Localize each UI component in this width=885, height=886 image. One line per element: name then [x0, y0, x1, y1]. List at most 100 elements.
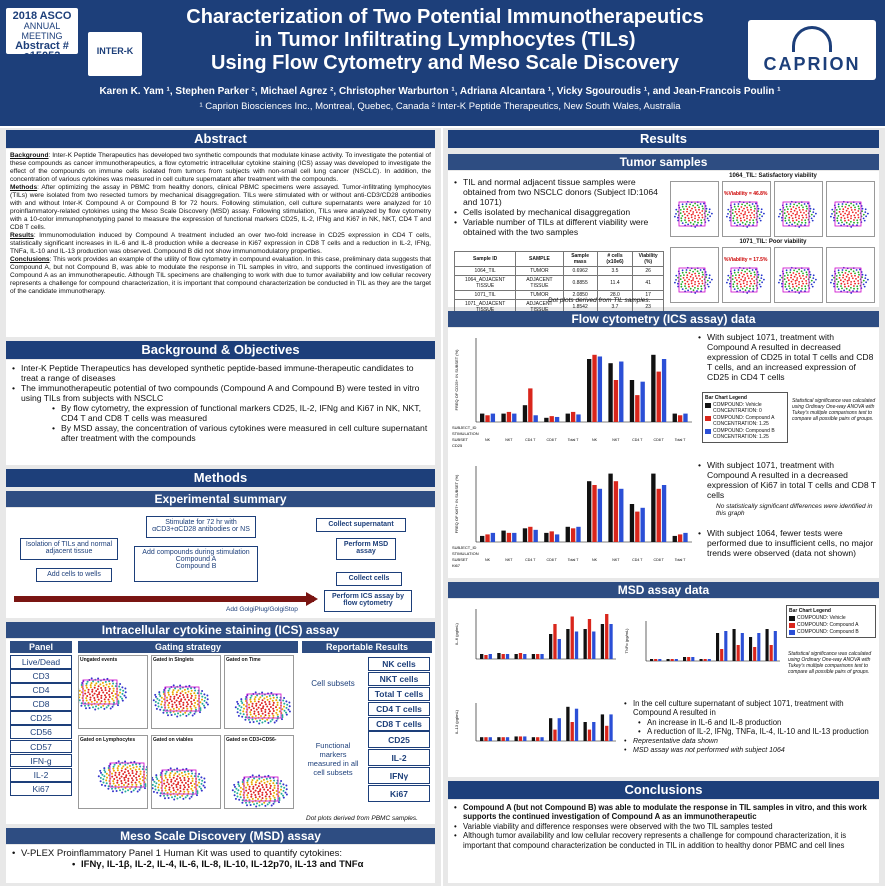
gating-dot [242, 710, 245, 713]
marker-panel-item: IL-2 [10, 767, 72, 782]
gating-dot [265, 786, 268, 789]
gating-dot [117, 704, 119, 707]
gating-dot [184, 773, 187, 776]
viability-dot [799, 211, 802, 214]
viability-dot [804, 224, 806, 226]
viability-dot [687, 283, 690, 286]
bar [654, 659, 658, 661]
gating-dot [107, 704, 110, 707]
gating-dot [175, 699, 178, 702]
gating-strategy-heading: Gating strategy [78, 641, 298, 653]
viability-dot [694, 202, 696, 205]
viability-dot [848, 289, 851, 292]
viability-dot [854, 272, 856, 275]
viability-dot [845, 209, 848, 212]
gating-dot [201, 690, 204, 692]
bar [703, 659, 707, 661]
viability-dot [798, 281, 800, 283]
bar [600, 714, 605, 741]
viability-dot [677, 216, 679, 219]
gating-dot [157, 789, 160, 792]
viability-dot [744, 211, 747, 213]
gating-dot [246, 794, 249, 797]
bar [658, 659, 662, 661]
gating-dot [264, 795, 267, 798]
viability-dot [692, 279, 694, 281]
viability-dot [805, 216, 808, 219]
conclusion-bullet-2: Variable viability and difference respon… [454, 822, 873, 832]
viability-dot [747, 277, 750, 280]
satisfactory-viability-label: 1064_TIL: Satisfactory viability [729, 173, 817, 179]
viability-dot [789, 287, 791, 290]
viability-dot [787, 279, 790, 282]
viability-dot [738, 276, 740, 279]
viability-dot [681, 205, 684, 208]
bar [587, 729, 592, 741]
gating-dot [256, 694, 259, 697]
gating-dot [119, 683, 122, 685]
viability-dot [841, 203, 844, 205]
viability-dot [851, 277, 854, 280]
gating-dot [253, 710, 256, 713]
background-bullet-3: By flow cytometry, the expression of fun… [52, 403, 429, 423]
gating-dot [130, 790, 133, 793]
viability-dot [732, 219, 735, 222]
gating-dot [196, 792, 199, 794]
viability-dot [803, 203, 806, 205]
bar [549, 416, 554, 422]
gating-dot [183, 776, 186, 779]
gating-dot [163, 693, 165, 695]
bar [488, 654, 492, 659]
gating-dot [268, 801, 271, 804]
viability-dot [740, 219, 742, 222]
viability-dot [694, 272, 696, 275]
viability-dot [700, 219, 703, 222]
gating-dot [163, 698, 165, 701]
gating-dot [170, 778, 173, 781]
gating-dot [91, 690, 94, 693]
gating-dot [196, 784, 199, 787]
bar [514, 654, 518, 659]
viability-dot [683, 208, 685, 210]
gating-dot [88, 693, 91, 696]
gating-dot [194, 706, 197, 709]
gating-dot [92, 706, 94, 709]
gating-dot [186, 707, 189, 710]
gating-dot [186, 701, 188, 704]
gating-dot [199, 701, 202, 704]
background-body: Inter-K Peptide Therapeutics has develop… [6, 360, 435, 465]
viability-dot [790, 280, 793, 283]
viability-dot [744, 277, 747, 279]
gating-dot [254, 794, 257, 796]
gating-dot [188, 684, 191, 687]
gating-dot [169, 711, 172, 714]
abstract-bg-label: Background [10, 152, 49, 159]
gating-dot [92, 680, 95, 683]
viability-dot [749, 219, 751, 221]
gating-dot [201, 695, 204, 698]
viability-dot [833, 219, 835, 222]
legend-item: COMPOUND: Compound A [789, 622, 873, 628]
gating-dot [96, 693, 99, 696]
gating-dot [178, 708, 180, 710]
gating-dot [263, 697, 266, 700]
viability-dot [862, 279, 865, 282]
gating-dot [155, 695, 157, 698]
viability-dot [845, 203, 847, 206]
msd-note-1: Representative data shown [624, 737, 876, 747]
gating-dot [261, 803, 264, 806]
viability-dot [690, 214, 693, 216]
viability-dot [758, 217, 761, 220]
gating-dot [178, 773, 181, 776]
gating-dot [176, 788, 179, 791]
viability-dot [791, 217, 794, 220]
viability-dot [815, 212, 817, 215]
gating-plot-title: Gated on Lymphocytes [80, 737, 136, 743]
gating-plot-dots [234, 691, 291, 725]
viability-dot [736, 216, 739, 219]
bar [707, 659, 711, 661]
gating-dot [276, 696, 279, 699]
abstract-number: e15052 [23, 50, 61, 62]
viability-dot [813, 281, 815, 284]
viability-dot [842, 210, 844, 213]
